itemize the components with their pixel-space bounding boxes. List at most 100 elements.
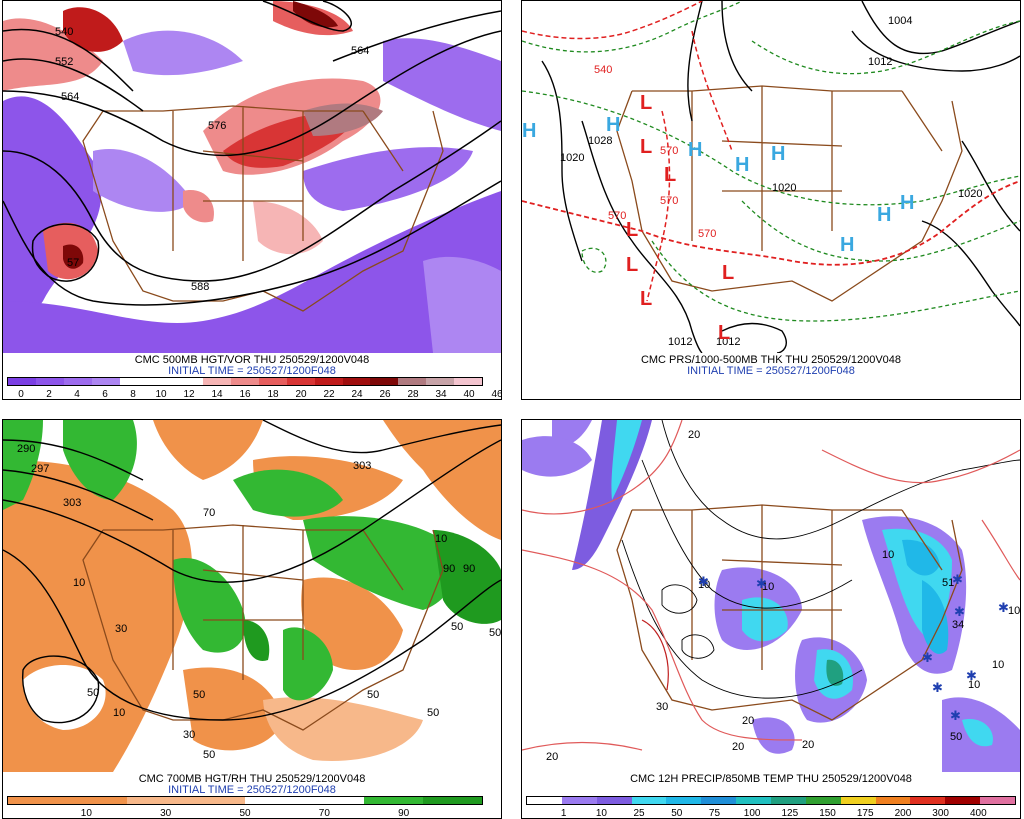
colorbar-label: 6 bbox=[102, 389, 108, 400]
panel-title: CMC PRS/1000-500MB THK THU 250529/1200V0… bbox=[640, 354, 902, 366]
high-pressure-center: H bbox=[877, 204, 891, 226]
colorbar-label: 75 bbox=[708, 808, 721, 819]
colorbar-label: 70 bbox=[318, 808, 330, 819]
contour-label: 51 bbox=[942, 577, 954, 589]
precip-colorbar bbox=[526, 796, 1016, 805]
thickness-label: 570 bbox=[660, 195, 678, 207]
colorbar-label: 8 bbox=[130, 389, 136, 400]
colorbar-swatch bbox=[701, 797, 737, 804]
contour-label: 20 bbox=[732, 741, 744, 753]
colorbar-swatch bbox=[147, 378, 176, 385]
contour-label: 20 bbox=[546, 751, 558, 763]
contour-label: 303 bbox=[63, 497, 81, 509]
high-pressure-center: H bbox=[900, 192, 914, 214]
colorbar-label: 50 bbox=[239, 808, 251, 819]
colorbar-swatch bbox=[342, 378, 371, 385]
contour-label: 1020 bbox=[560, 152, 584, 164]
contour-label: 564 bbox=[61, 91, 79, 103]
low-pressure-center: L bbox=[640, 92, 652, 114]
pressure-map: 1004 1012 1020 1020 1020 1028 1012 1012 … bbox=[522, 1, 1020, 353]
rh-label: 90 bbox=[463, 563, 475, 575]
contour-label: 10 bbox=[1008, 605, 1020, 617]
colorbar-swatch bbox=[631, 797, 667, 804]
colorbar-label: 24 bbox=[351, 389, 363, 400]
snow-symbol-icon: ✱ bbox=[698, 575, 709, 590]
thickness-label: 540 bbox=[594, 64, 612, 76]
colorbar-label: 26 bbox=[379, 389, 391, 400]
humidity-map: 290 297 303 303 10 30 50 70 90 90 50 50 … bbox=[3, 420, 501, 772]
colorbar-label: 46 bbox=[491, 389, 502, 400]
colorbar-label: 25 bbox=[633, 808, 645, 819]
snow-symbol-icon: ✱ bbox=[922, 651, 933, 666]
colorbar-label: 4 bbox=[74, 389, 80, 400]
high-pressure-center: H bbox=[771, 143, 785, 165]
colorbar-swatch bbox=[561, 797, 597, 804]
colorbar-swatch bbox=[203, 378, 231, 385]
colorbar-label: 30 bbox=[160, 808, 172, 819]
contour-label: 1020 bbox=[958, 188, 982, 200]
contour-label: 564 bbox=[351, 45, 369, 57]
colorbar-swatch bbox=[596, 797, 632, 804]
colorbar-label: 10 bbox=[155, 389, 167, 400]
colorbar-swatch bbox=[119, 378, 148, 385]
contour-label: 20 bbox=[688, 429, 700, 441]
colorbar-label: 22 bbox=[323, 389, 335, 400]
rh-label: 50 bbox=[427, 707, 439, 719]
high-pressure-center: H bbox=[606, 114, 620, 136]
colorbar-swatch bbox=[286, 378, 315, 385]
colorbar-label: 175 bbox=[856, 808, 874, 819]
panel-precip-temperature: 10 20 20 20 10 10 10 51 34 10 10 50 30 2… bbox=[521, 419, 1021, 819]
precip-colorbar-labels: 1 10 25 50 75 100 125 150 175 200 300 400 bbox=[526, 808, 1016, 819]
low-pressure-center: L bbox=[722, 262, 734, 284]
contour-label: 290 bbox=[17, 443, 35, 455]
rh-label: 70 bbox=[203, 507, 215, 519]
panel-initial-time: INITIAL TIME = 250527/1200F048 bbox=[168, 784, 336, 796]
colorbar-label: 34 bbox=[435, 389, 447, 400]
contour-label: 57 bbox=[67, 257, 79, 269]
contour-label: 588 bbox=[191, 281, 209, 293]
colorbar-swatch bbox=[980, 797, 1016, 804]
colorbar-swatch bbox=[398, 378, 427, 385]
colorbar-label: 90 bbox=[398, 808, 410, 819]
colorbar-swatch bbox=[35, 378, 64, 385]
colorbar-swatch bbox=[805, 797, 841, 804]
contour-label: 10 bbox=[698, 579, 710, 591]
contour-label: 1004 bbox=[888, 15, 912, 27]
colorbar-swatch bbox=[245, 797, 305, 804]
snow-symbol-icon: ✱ bbox=[932, 681, 943, 696]
contour-label: 552 bbox=[55, 56, 73, 68]
high-pressure-center: H bbox=[735, 154, 749, 176]
colorbar-label: 125 bbox=[781, 808, 799, 819]
colorbar-swatch bbox=[126, 797, 186, 804]
snow-symbol-icon: ✱ bbox=[756, 577, 767, 592]
panel-title: CMC 12H PRECIP/850MB TEMP THU 250529/120… bbox=[630, 773, 912, 785]
colorbar-label: 400 bbox=[969, 808, 987, 819]
high-pressure-center: H bbox=[840, 234, 854, 256]
colorbar-swatch bbox=[422, 797, 482, 804]
rh-label: 50 bbox=[193, 689, 205, 701]
panel-500mb-vorticity: 540 552 564 564 576 588 57 CMC 500MB HGT… bbox=[2, 0, 502, 400]
low-pressure-center: L bbox=[640, 136, 652, 158]
colorbar-label: 300 bbox=[932, 808, 949, 819]
rh-label: 50 bbox=[87, 687, 99, 699]
high-pressure-center: H bbox=[688, 139, 702, 161]
contour-label: 10 bbox=[968, 679, 980, 691]
colorbar-swatch bbox=[231, 378, 259, 385]
contour-label: 576 bbox=[208, 120, 226, 132]
colorbar-label: 100 bbox=[743, 808, 761, 819]
colorbar-label: 200 bbox=[894, 808, 912, 819]
contour-label: 540 bbox=[55, 26, 73, 38]
snow-symbol-icon: ✱ bbox=[950, 709, 961, 724]
contour-label: 30 bbox=[656, 701, 668, 713]
panel-pressure-thickness: 1004 1012 1020 1020 1020 1028 1012 1012 … bbox=[521, 0, 1021, 400]
colorbar-swatch bbox=[736, 797, 772, 804]
rh-label: 10 bbox=[435, 533, 447, 545]
colorbar-swatch bbox=[426, 378, 454, 385]
rh-label: 50 bbox=[367, 689, 379, 701]
colorbar-label: 12 bbox=[183, 389, 195, 400]
contour-label: 1012 bbox=[668, 336, 692, 348]
contour-label: 20 bbox=[802, 739, 814, 751]
colorbar-label: 14 bbox=[211, 389, 223, 400]
colorbar-swatch bbox=[185, 797, 245, 804]
colorbar-swatch bbox=[910, 797, 946, 804]
